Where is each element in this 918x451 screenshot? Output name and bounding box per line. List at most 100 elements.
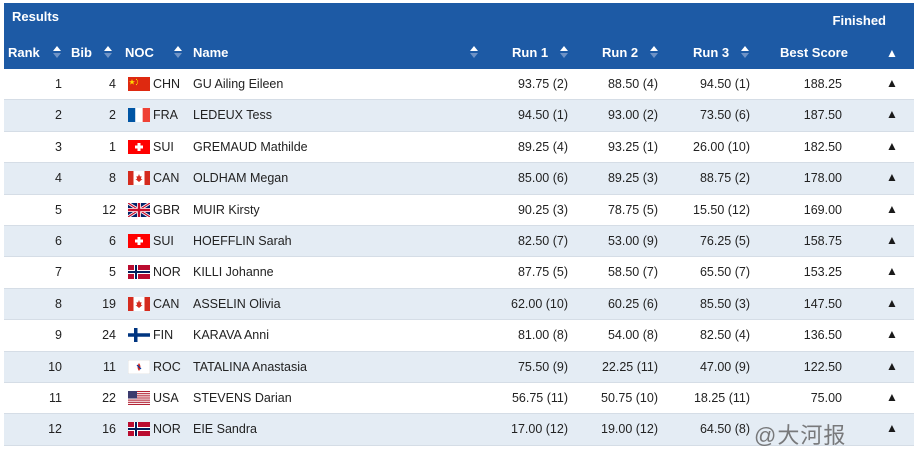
run1-cell: 56.75 (11) — [511, 390, 568, 405]
bib-cell: 11 — [103, 359, 116, 374]
table-row[interactable]: 5 12 GBR MUIR Kirsty 90.25 (3) 78.75 (5) 15.50… — [4, 194, 914, 226]
bib-sort-icon[interactable] — [104, 45, 112, 59]
table-row[interactable]: 11 22 USA STEVENS Darian 56.75 (11) 50.75 (10… — [4, 382, 914, 415]
run2-cell: 78.75 (5) — [607, 202, 658, 217]
run3-cell: 26.00 (10) — [693, 139, 750, 154]
expand-row-icon[interactable]: ▲ — [886, 138, 898, 153]
run1-cell: 81.00 (8) — [517, 328, 568, 343]
athlete-name[interactable]: ASSELIN Olivia — [193, 296, 281, 311]
expand-row-icon[interactable]: ▲ — [886, 107, 898, 122]
table-row[interactable]: 7 5 NOR KILLI Johanne 87.75 (5) 58.50 (7) 65.5… — [4, 257, 914, 289]
table-row[interactable]: 8 19 CAN ASSELIN Olivia 62.00 (10) 60.25 (6) 8… — [4, 288, 914, 321]
athlete-name[interactable]: KILLI Johanne — [193, 265, 274, 280]
name-sort-icon[interactable] — [470, 45, 478, 59]
expand-row-icon[interactable]: ▲ — [886, 201, 898, 216]
bib-cell: 8 — [109, 171, 116, 186]
athlete-name[interactable]: HOEFFLIN Sarah — [193, 233, 292, 248]
run3-sort-icon[interactable] — [741, 45, 749, 59]
watermark: @大河报 — [754, 423, 847, 448]
noc-sort-icon[interactable] — [174, 45, 182, 59]
run1-cell: 87.75 (5) — [517, 265, 568, 280]
run1-cell: 90.25 (3) — [517, 202, 568, 217]
table-row[interactable]: 2 2 FRA LEDEUX Tess 94.50 (1) 93.00 (2) 73.50 … — [4, 100, 914, 132]
rank-cell: 4 — [55, 171, 62, 186]
results-bar: Results Finished — [4, 3, 914, 35]
table-row[interactable]: 4 8 CAN OLDHAM Megan 85.00 (6) 89.25 (3) 88.75… — [4, 163, 914, 195]
bib-cell: 2 — [109, 108, 116, 123]
bib-cell: 19 — [102, 296, 116, 311]
name-column-header[interactable]: Name — [193, 45, 229, 60]
bib-cell: 12 — [102, 202, 116, 217]
noc-cell: ROC — [153, 359, 181, 374]
table-row[interactable]: 6 6 SUI HOEFFLIN Sarah 82.50 (7) 53.00 (9) 76.… — [4, 225, 914, 258]
run3-cell: 47.00 (9) — [699, 359, 750, 374]
run3-cell: 64.50 (8) — [699, 422, 750, 437]
run1-sort-icon[interactable] — [560, 45, 568, 59]
best-score-cell: 136.50 — [803, 328, 842, 343]
bib-cell: 5 — [109, 265, 116, 280]
table-row[interactable]: 9 24 FIN KARAVA Anni 81.00 (8) 54.00 (8) 82.50… — [4, 320, 914, 352]
athlete-name[interactable]: OLDHAM Megan — [193, 171, 289, 186]
run2-cell: 54.00 (8) — [607, 328, 658, 343]
run2-column-header[interactable]: Run 2 — [602, 45, 639, 60]
expand-row-icon[interactable]: ▲ — [886, 295, 898, 310]
rank-cell: 5 — [55, 202, 62, 217]
run2-sort-icon[interactable] — [650, 45, 658, 59]
best-score-cell: 153.25 — [803, 265, 842, 280]
bib-cell: 1 — [109, 139, 116, 154]
run1-cell: 82.50 (7) — [517, 233, 568, 248]
run2-cell: 93.00 (2) — [607, 108, 658, 123]
expand-row-icon[interactable]: ▲ — [886, 76, 898, 90]
run2-cell: 88.50 (4) — [607, 77, 658, 91]
expand-row-icon[interactable]: ▲ — [886, 421, 898, 436]
run3-cell: 18.25 (11) — [693, 390, 750, 405]
rank-column-header[interactable]: Rank — [8, 45, 40, 60]
noc-cell: SUI — [153, 139, 174, 154]
rank-cell: 6 — [55, 233, 62, 248]
athlete-name[interactable]: GREMAUD Mathilde — [193, 139, 308, 154]
table-row[interactable]: 3 1 SUI GREMAUD Mathilde 89.25 (4) 93.25 (1) 2… — [4, 131, 914, 164]
table-row[interactable]: 10 11 ROC TATALINA Anastasia 75.50 (9) 22.25 … — [4, 351, 914, 383]
bib-cell: 16 — [102, 422, 116, 437]
expand-row-icon[interactable]: ▲ — [886, 389, 898, 404]
table-row[interactable]: 1 4 CHN GU Ailing Eileen 93.75 (2) 88.50 (4) 9… — [4, 69, 914, 101]
expand-row-icon[interactable]: ▲ — [886, 358, 898, 373]
rank-cell: 9 — [55, 328, 62, 343]
table-row[interactable]: 12 16 NOR EIE Sandra 17.00 (12) 19.00 (12) 64.… — [4, 414, 914, 446]
run2-cell: 60.25 (6) — [607, 296, 658, 311]
noc-column-header[interactable]: NOC — [125, 45, 154, 60]
athlete-name[interactable]: EIE Sandra — [193, 422, 257, 437]
bib-cell: 4 — [109, 77, 116, 91]
run2-cell: 22.25 (11) — [601, 359, 658, 374]
expand-row-icon[interactable]: ▲ — [886, 264, 898, 279]
athlete-name[interactable]: MUIR Kirsty — [193, 202, 260, 217]
run1-cell: 62.00 (10) — [511, 296, 568, 311]
can-flag-icon — [128, 171, 150, 186]
bib-column-header[interactable]: Bib — [71, 45, 92, 60]
noc-cell: FIN — [153, 328, 174, 343]
noc-cell: CAN — [153, 296, 180, 311]
best-score-cell: 169.00 — [803, 202, 842, 217]
bib-cell: 24 — [102, 328, 116, 343]
run1-column-header[interactable]: Run 1 — [512, 45, 549, 60]
athlete-name[interactable]: STEVENS Darian — [193, 390, 292, 405]
run3-cell: 94.50 (1) — [699, 77, 750, 91]
run2-cell: 93.25 (1) — [607, 139, 658, 154]
rank-sort-icon[interactable] — [53, 45, 61, 59]
run3-cell: 76.25 (5) — [699, 233, 750, 248]
expand-row-icon[interactable]: ▲ — [886, 327, 898, 342]
best-score-column-header[interactable]: Best Score — [780, 45, 848, 60]
athlete-name[interactable]: TATALINA Anastasia — [193, 359, 307, 374]
collapse-all-icon[interactable]: ▲ — [886, 46, 898, 60]
run3-cell: 15.50 (12) — [693, 202, 750, 217]
expand-row-icon[interactable]: ▲ — [886, 232, 898, 247]
athlete-name[interactable]: KARAVA Anni — [193, 328, 269, 343]
athlete-name[interactable]: GU Ailing Eileen — [193, 77, 284, 91]
run1-cell: 94.50 (1) — [517, 108, 568, 123]
expand-row-icon[interactable]: ▲ — [886, 170, 898, 185]
run2-cell: 19.00 (12) — [601, 422, 658, 437]
best-score-cell: 75.00 — [810, 390, 842, 405]
athlete-name[interactable]: LEDEUX Tess — [193, 108, 272, 123]
run3-column-header[interactable]: Run 3 — [693, 45, 730, 60]
run2-cell: 53.00 (9) — [607, 233, 658, 248]
